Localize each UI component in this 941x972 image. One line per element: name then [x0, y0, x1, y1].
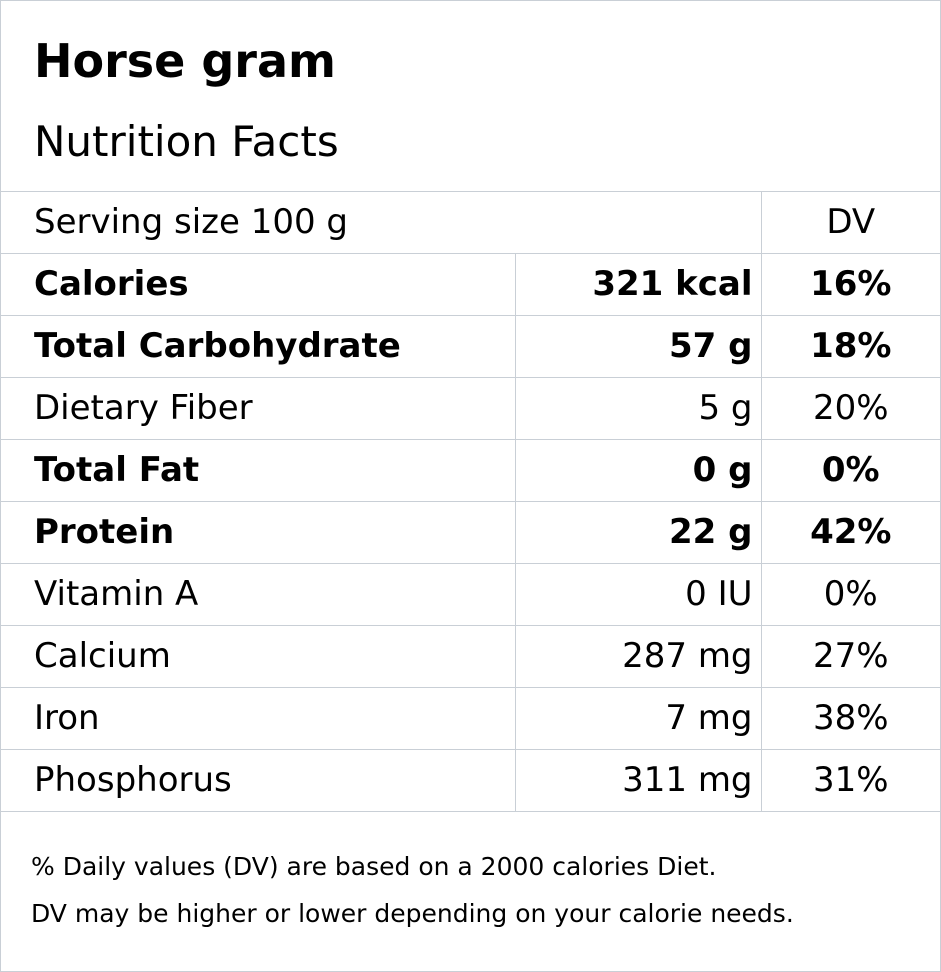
nutrient-amount: 0 g — [515, 439, 762, 502]
nutrient-name: Protein — [1, 501, 516, 564]
nutrient-name: Calcium — [1, 625, 516, 688]
nutrient-amount: 7 mg — [515, 687, 762, 750]
nutrient-dv: 38% — [761, 687, 941, 750]
nutrient-dv: 0% — [761, 439, 941, 502]
footnote-line-2: DV may be higher or lower depending on y… — [31, 899, 794, 928]
nutrient-row: Phosphorus 311 mg 31% — [1, 749, 941, 812]
nutrient-name: Calories — [1, 253, 516, 316]
nutrient-row: Dietary Fiber 5 g 20% — [1, 377, 941, 440]
dv-header: DV — [761, 192, 941, 254]
nutrient-dv: 18% — [761, 315, 941, 378]
footnote-line-1: % Daily values (DV) are based on a 2000 … — [31, 852, 717, 881]
nutrient-name: Iron — [1, 687, 516, 750]
nutrient-row: Total Carbohydrate 57 g 18% — [1, 315, 941, 378]
nutrient-dv: 31% — [761, 749, 941, 812]
nutrient-row: Total Fat 0 g 0% — [1, 439, 941, 502]
nutrient-amount: 287 mg — [515, 625, 762, 688]
nutrient-row: Calcium 287 mg 27% — [1, 625, 941, 688]
nutrient-amount: 0 IU — [515, 563, 762, 626]
nutrient-name: Total Fat — [1, 439, 516, 502]
nutrient-dv: 27% — [761, 625, 941, 688]
nutrient-name: Dietary Fiber — [1, 377, 516, 440]
nutrient-row: Protein 22 g 42% — [1, 501, 941, 564]
nutrient-row: Iron 7 mg 38% — [1, 687, 941, 750]
nutrient-amount: 5 g — [515, 377, 762, 440]
label-title: Nutrition Facts — [34, 117, 339, 166]
footnote: % Daily values (DV) are based on a 2000 … — [31, 843, 931, 937]
nutrient-dv: 16% — [761, 253, 941, 316]
nutrient-amount: 57 g — [515, 315, 762, 378]
food-name: Horse gram — [34, 34, 336, 88]
nutrient-name: Vitamin A — [1, 563, 516, 626]
nutrition-table: Serving size 100 g DV Calories 321 kcal 16… — [1, 192, 941, 812]
nutrient-dv: 0% — [761, 563, 941, 626]
nutrient-row: Calories 321 kcal 16% — [1, 253, 941, 316]
title-block: Horse gram Nutrition Facts — [1, 1, 940, 192]
nutrient-name: Phosphorus — [1, 749, 516, 812]
nutrient-amount: 22 g — [515, 501, 762, 564]
nutrient-dv: 42% — [761, 501, 941, 564]
nutrient-amount: 321 kcal — [515, 253, 762, 316]
nutrient-dv: 20% — [761, 377, 941, 440]
serving-size: Serving size 100 g — [1, 192, 762, 254]
serving-row: Serving size 100 g DV — [1, 192, 941, 254]
nutrient-amount: 311 mg — [515, 749, 762, 812]
nutrient-name: Total Carbohydrate — [1, 315, 516, 378]
